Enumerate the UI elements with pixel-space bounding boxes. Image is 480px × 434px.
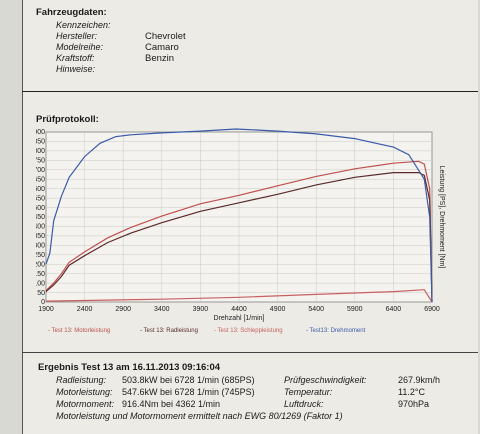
result-value: 267.9km/h [398, 375, 441, 385]
chart-series [45, 128, 433, 303]
field-label: Modelreihe: [56, 42, 104, 52]
x-tick-label: 3400 [154, 306, 170, 313]
dyno-chart: 9008508007507006506005505004504003503002… [36, 128, 445, 334]
series-line [45, 160, 433, 303]
x-tick-label: 5400 [308, 306, 324, 313]
y-tick-label: 900 [36, 129, 45, 136]
result-value: 503.8kW bei 6728 1/min (685PS) [122, 375, 255, 385]
result-label: Motorleistung: [56, 387, 113, 397]
legend-item: - Test 13: Radleistung [140, 328, 198, 334]
x-tick-label: 2900 [115, 306, 131, 313]
result-label: Temperatur: [284, 387, 333, 397]
result-label: Radleistung: [56, 375, 107, 385]
legend-item: - Test 13: Schleppleistung [214, 328, 283, 334]
y-tick-label: 250 [36, 252, 45, 259]
series-line [45, 128, 433, 303]
protocol-section-title: Prüfprotokoll: [36, 114, 99, 125]
series-line [45, 171, 433, 303]
x-tick-label: 6400 [386, 306, 402, 313]
field-label: Hinweise: [56, 64, 96, 74]
y-axis-ticks: 9008508007507006506005505004504003503002… [36, 129, 45, 306]
right-axis-label: Leistung [PS], Drehmoment [Nm] [438, 166, 445, 269]
field-label: Hersteller: [56, 31, 98, 41]
vehicle-section-title: Fahrzeugdaten: [36, 7, 107, 18]
y-tick-label: 450 [36, 214, 45, 221]
y-tick-label: 300 [36, 243, 45, 250]
x-tick-label: 2400 [77, 306, 93, 313]
y-tick-label: 550 [36, 195, 45, 202]
x-axis-ticks: 1900 2400 2900 3400 3900 4400 4900 5400 5900 6400… [38, 306, 440, 313]
legend-item: - Test 13: Motorleistung [48, 328, 110, 334]
x-tick-label: 1900 [38, 306, 54, 313]
x-tick-label: 4900 [270, 306, 286, 313]
y-tick-label: 400 [36, 224, 45, 231]
y-tick-label: 50 [37, 290, 45, 297]
y-tick-label: 500 [36, 205, 45, 212]
y-tick-label: 100 [36, 280, 45, 287]
field-value: Benzin [145, 53, 175, 64]
y-tick-label: 850 [36, 139, 45, 146]
x-axis-label: Drehzahl [1/min] [214, 315, 265, 322]
y-tick-label: 650 [36, 176, 45, 183]
result-label: Prüfgeschwindigkeit: [284, 375, 367, 385]
y-tick-label: 700 [36, 167, 45, 174]
x-tick-label: 4400 [231, 306, 247, 313]
series-line [45, 289, 433, 303]
y-tick-label: 350 [36, 233, 45, 240]
result-title: Ergebnis Test 13 am 16.11.2013 09:16:04 [38, 362, 221, 373]
left-border-line [22, 0, 23, 434]
result-label: Motormoment: [56, 399, 115, 409]
result-value: 970hPa [398, 399, 430, 409]
y-tick-label: 750 [36, 158, 45, 165]
result-value: 547.6kW bei 6728 1/min (745PS) [122, 387, 255, 397]
legend-item: - Test13: Drehmoment [306, 328, 366, 334]
result-footer: Motorleistung und Motormoment ermittelt … [56, 411, 343, 421]
result-value: 916.4Nm bei 4362 1/min [122, 399, 221, 409]
x-tick-label: 3900 [193, 306, 209, 313]
y-tick-label: 200 [36, 261, 45, 268]
field-label: Kennzeichen: [56, 20, 111, 30]
chart-legend: - Test 13: Motorleistung - Test 13: Radle… [48, 328, 366, 334]
result-value: 11.2°C [398, 387, 425, 397]
y-tick-label: 150 [36, 271, 45, 278]
y-tick-label: 0 [41, 299, 45, 306]
chart-grid [45, 131, 433, 303]
y-tick-label: 600 [36, 186, 45, 193]
x-tick-label: 5900 [347, 306, 363, 313]
section-divider-2 [22, 352, 478, 353]
x-tick-label: 6900 [424, 306, 440, 313]
section-divider [22, 91, 478, 92]
field-value: Camaro [145, 42, 179, 53]
field-label: Kraftstoff: [56, 53, 95, 63]
y-tick-label: 800 [36, 148, 45, 155]
field-value: Chevrolet [145, 31, 186, 42]
result-label: Luftdruck: [284, 399, 324, 409]
